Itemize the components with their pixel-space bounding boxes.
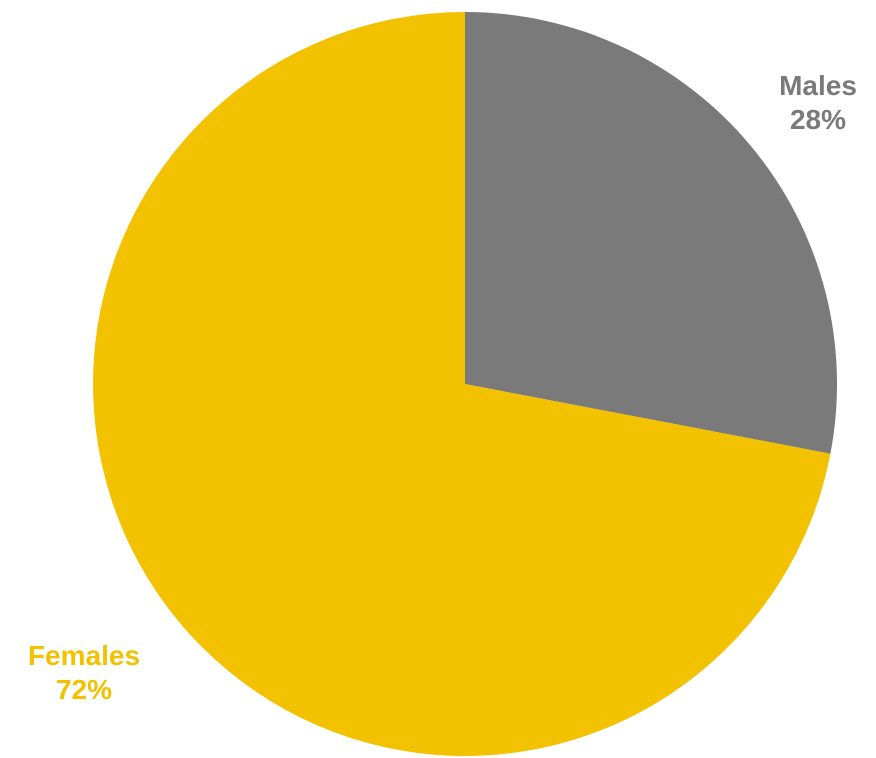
data-label-females: Females 72%: [28, 640, 140, 705]
pie-slices: [92, 12, 837, 756]
data-label-value: 28%: [790, 104, 846, 135]
data-label-value: 72%: [56, 674, 112, 705]
data-label-name: Females: [28, 640, 140, 671]
data-label-males: Males 28%: [779, 70, 857, 135]
pie-labels: Males 28% Females 72%: [28, 70, 857, 705]
data-label-name: Males: [779, 70, 857, 101]
pie-slice-females: [92, 12, 831, 756]
pie-slice-males: [465, 12, 837, 454]
